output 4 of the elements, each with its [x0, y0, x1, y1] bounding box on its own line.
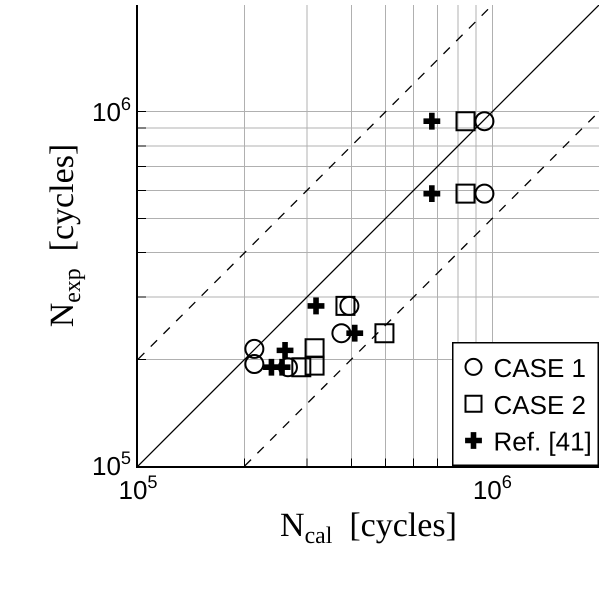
legend-label: CASE 1: [494, 353, 586, 384]
x-axis-title: N$_{cal}$ [cycles]: [280, 506, 457, 549]
legend-label: CASE 2: [494, 390, 586, 420]
legend-label: Ref. [41]: [494, 426, 592, 457]
